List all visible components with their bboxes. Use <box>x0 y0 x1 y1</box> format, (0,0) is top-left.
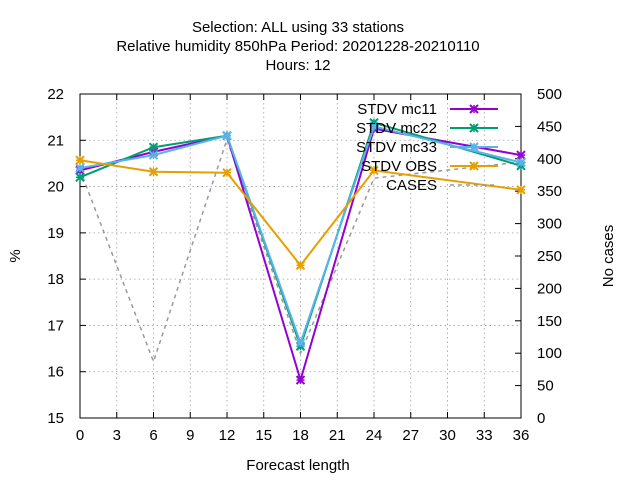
x-tick-label: 6 <box>149 427 157 444</box>
y-tick-label: 18 <box>47 271 64 288</box>
legend-marker-stdv-obs <box>469 161 479 171</box>
data-point-stdv-mc33 <box>75 163 85 173</box>
y-axis-label: % <box>7 249 24 262</box>
data-point-stdv-obs <box>516 185 526 195</box>
data-point-stdv-mc22 <box>148 142 159 152</box>
data-point-stdv-mc33 <box>516 157 526 168</box>
legend-label: STDV OBS <box>361 158 437 175</box>
x-tick-label: 24 <box>366 427 383 444</box>
legend: STDV mc11 STDV mc22 STDV mc33 STDV OBS CASES <box>356 101 498 194</box>
y-tick-label: 22 <box>47 86 64 103</box>
y-tick-label: 16 <box>47 364 64 381</box>
series-line-stdv-obs <box>79 159 522 267</box>
data-point-stdv-obs <box>295 260 306 270</box>
series-line-cases <box>79 137 522 364</box>
x-tick-label: 18 <box>292 427 309 444</box>
x-tick-label: 12 <box>219 427 236 444</box>
legend-marker-stdv-mc11 <box>469 104 479 114</box>
data-point-stdv-obs <box>75 155 85 165</box>
data-point-stdv-obs <box>148 167 159 177</box>
series <box>75 117 526 385</box>
data-point-stdv-mc11 <box>295 375 306 385</box>
data-point-stdv-mc33 <box>369 121 379 132</box>
y2-tick-label: 300 <box>537 216 562 233</box>
data-point-stdv-mc33 <box>295 338 306 348</box>
data-point-stdv-mc11 <box>516 150 526 160</box>
chart-title-line-1: Selection: ALL using 33 stations <box>192 19 404 36</box>
data-point-stdv-mc22 <box>75 172 85 183</box>
y2-tick-label: 50 <box>537 378 554 395</box>
ticks: 0 3 6 9 12 15 18 21 24 27 30 33 36151617181920212205… <box>47 86 562 444</box>
x-tick-label: 3 <box>113 427 121 444</box>
data-point-stdv-obs <box>222 167 232 178</box>
y-tick-label: 21 <box>47 132 64 149</box>
y2-tick-label: 450 <box>537 118 562 135</box>
y2-tick-label: 350 <box>537 183 562 200</box>
y2-tick-label: 500 <box>537 86 562 103</box>
y2-tick-label: 400 <box>537 151 562 168</box>
legend-label: STDV mc33 <box>356 139 437 156</box>
y2-tick-label: 200 <box>537 280 562 297</box>
y-tick-label: 20 <box>47 179 64 196</box>
y-tick-label: 19 <box>47 225 64 242</box>
legend-label: STDV mc22 <box>356 120 437 137</box>
x-tick-label: 0 <box>76 427 84 444</box>
data-point-stdv-mc33 <box>222 130 232 141</box>
x-tick-label: 36 <box>513 427 530 444</box>
y-tick-label: 17 <box>47 317 64 334</box>
x-tick-label: 30 <box>439 427 456 444</box>
x-tick-label: 21 <box>329 427 346 444</box>
y2-tick-label: 250 <box>537 248 562 265</box>
x-tick-label: 27 <box>402 427 419 444</box>
legend-label: CASES <box>386 177 437 194</box>
legend-marker-stdv-mc22 <box>469 123 479 133</box>
x-axis-label: Forecast length <box>246 457 349 474</box>
legend-label: STDV mc11 <box>357 101 437 118</box>
legend-marker-stdv-mc33 <box>469 142 479 152</box>
x-tick-label: 33 <box>476 427 493 444</box>
data-point-stdv-obs <box>369 165 379 176</box>
y2-tick-label: 100 <box>537 345 562 362</box>
chart-title-line-2: Relative humidity 850hPa Period: 2020122… <box>116 38 479 55</box>
x-tick-label: 9 <box>186 427 194 444</box>
data-point-stdv-mc33 <box>148 150 159 160</box>
y2-tick-label: 150 <box>537 313 562 330</box>
y-tick-label: 15 <box>47 410 64 427</box>
y2-tick-label: 0 <box>537 410 545 427</box>
chart-title-line-3: Hours: 12 <box>265 57 330 74</box>
y2-axis-label: No cases <box>600 225 617 288</box>
series-line-stdv-mc33 <box>79 125 522 347</box>
x-tick-label: 15 <box>255 427 272 444</box>
